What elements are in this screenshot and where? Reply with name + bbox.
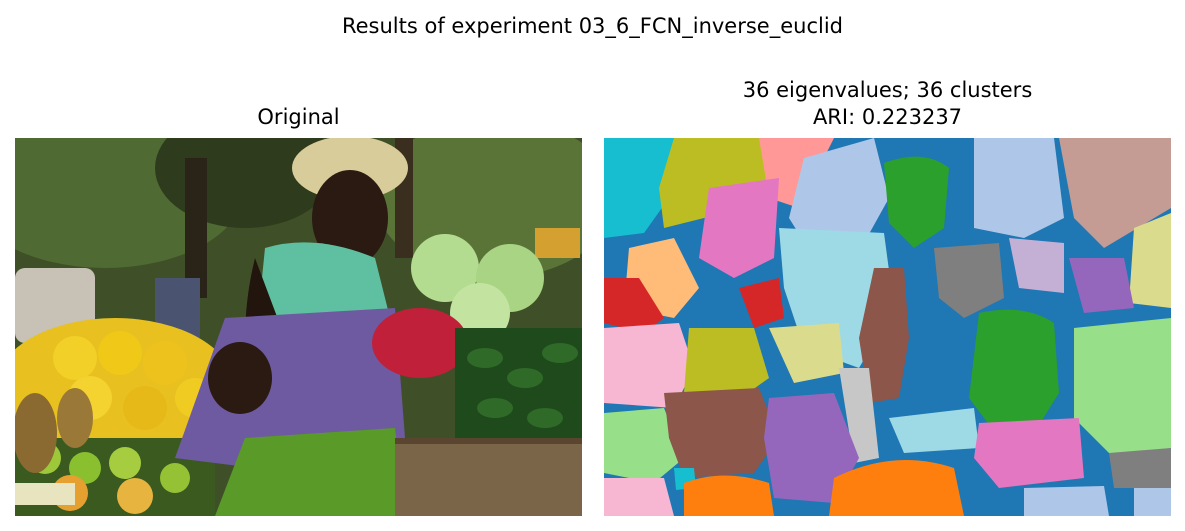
- original-image-drawing: [15, 138, 582, 516]
- original-image: [15, 138, 582, 516]
- segmentation-drawing: [604, 138, 1171, 516]
- segmentation-panel-title: 36 eigenvalues; 36 clusters ARI: 0.22323…: [604, 77, 1171, 131]
- segmentation-title-line1: 36 eigenvalues; 36 clusters: [742, 78, 1033, 102]
- original-panel-title: Original: [257, 105, 340, 129]
- segmentation-image: [604, 138, 1171, 516]
- segmentation-title-line2: ARI: 0.223237: [812, 105, 963, 129]
- figure-suptitle: Results of experiment 03_6_FCN_inverse_e…: [341, 14, 843, 38]
